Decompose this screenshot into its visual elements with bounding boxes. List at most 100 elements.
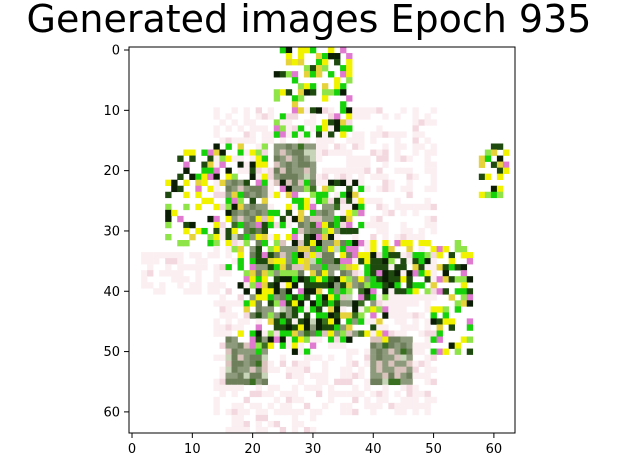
image-pixel — [322, 330, 329, 337]
image-pixel — [303, 161, 311, 168]
image-pixel — [297, 185, 305, 193]
image-pixel — [297, 155, 305, 162]
image-pixel — [159, 252, 166, 259]
image-pixel — [364, 330, 371, 337]
image-pixel — [231, 300, 238, 307]
image-pixel — [243, 288, 250, 295]
image-pixel — [406, 276, 413, 283]
image-pixel — [249, 264, 256, 271]
image-pixel — [255, 372, 262, 380]
image-pixel — [376, 173, 383, 180]
image-pixel — [255, 149, 262, 156]
image-pixel — [249, 258, 256, 265]
image-pixel — [370, 233, 377, 241]
image-pixel — [213, 191, 220, 199]
image-pixel — [309, 155, 317, 162]
image-pixel — [388, 336, 395, 343]
image-pixel — [394, 282, 401, 289]
image-pixel — [213, 270, 220, 277]
image-pixel — [225, 209, 232, 217]
image-pixel — [189, 221, 196, 229]
image-pixel — [328, 203, 335, 211]
image-pixel — [382, 360, 389, 367]
image-pixel — [195, 288, 202, 295]
image-pixel — [273, 396, 281, 404]
image-pixel — [279, 125, 287, 132]
image-pixel — [436, 324, 443, 331]
image-pixel — [358, 155, 365, 162]
image-pixel — [436, 252, 443, 259]
image-pixel — [358, 288, 365, 295]
image-pixel — [213, 330, 220, 337]
image-pixel — [346, 294, 353, 301]
image-pixel — [346, 336, 353, 343]
image-pixel — [460, 300, 468, 307]
image-pixel — [195, 276, 202, 283]
image-pixel — [502, 161, 510, 168]
image-pixel — [430, 107, 437, 114]
image-pixel — [436, 306, 443, 313]
image-pixel — [346, 59, 353, 66]
image-pixel — [243, 348, 250, 355]
image-pixel — [424, 119, 431, 126]
image-pixel — [213, 240, 220, 247]
image-pixel — [406, 203, 413, 211]
image-pixel — [309, 161, 317, 168]
image-pixel — [285, 167, 293, 174]
image-pixel — [382, 233, 389, 241]
image-pixel — [382, 354, 389, 361]
image-pixel — [273, 95, 281, 102]
image-pixel — [394, 137, 401, 144]
image-pixel — [243, 215, 250, 223]
image-pixel — [346, 161, 353, 168]
image-pixel — [195, 252, 202, 259]
image-pixel — [279, 221, 287, 229]
image-pixel — [346, 197, 353, 205]
image-pixel — [315, 155, 323, 162]
image-pixel — [430, 203, 437, 211]
image-pixel — [352, 306, 359, 313]
image-pixel — [334, 264, 341, 271]
image-pixel — [285, 282, 293, 289]
image-pixel — [279, 318, 287, 325]
image-pixel — [291, 384, 299, 392]
image-pixel — [466, 276, 474, 283]
x-tick-label: 20 — [244, 442, 261, 457]
image-pixel — [267, 258, 275, 265]
image-pixel — [171, 185, 178, 193]
image-pixel — [322, 227, 329, 235]
image-pixel — [273, 384, 281, 392]
image-pixel — [237, 185, 244, 193]
image-pixel — [340, 107, 347, 114]
image-pixel — [267, 360, 275, 367]
image-pixel — [279, 47, 287, 54]
image-pixel — [358, 276, 365, 283]
image-pixel — [370, 215, 377, 223]
image-pixel — [322, 378, 329, 386]
image-pixel — [315, 149, 323, 156]
image-pixel — [285, 173, 293, 180]
image-pixel — [382, 203, 389, 211]
image-pixel — [364, 264, 371, 271]
image-pixel — [309, 372, 317, 380]
image-pixel — [496, 143, 504, 150]
image-pixel — [285, 179, 293, 187]
image-pixel — [237, 282, 244, 289]
image-pixel — [388, 282, 395, 289]
image-pixel — [273, 300, 281, 307]
image-pixel — [249, 215, 256, 223]
image-pixel — [225, 330, 232, 337]
image-pixel — [291, 336, 299, 343]
image-pixel — [370, 342, 377, 349]
image-pixel — [478, 173, 486, 180]
image-pixel — [219, 294, 226, 301]
image-pixel — [358, 390, 365, 398]
image-pixel — [394, 270, 401, 277]
image-pixel — [183, 288, 190, 295]
image-pixel — [364, 378, 371, 386]
image-pixel — [273, 89, 281, 96]
image-pixel — [340, 306, 347, 313]
image-pixel — [297, 221, 305, 229]
image-pixel — [261, 167, 269, 174]
image-pixel — [346, 113, 353, 120]
